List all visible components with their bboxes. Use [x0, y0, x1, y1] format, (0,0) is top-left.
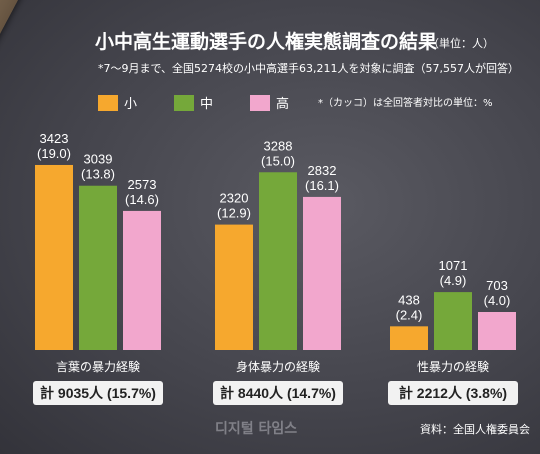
bar-0-0: [35, 164, 73, 350]
chart-note: *（カッコ）は全回答者対比の単位：%: [318, 96, 493, 109]
legend-swatch-2: [250, 95, 270, 111]
bar-2-2: [478, 312, 516, 350]
total-box-1: [213, 381, 343, 405]
total-label-1: 計 8440人 (14.7%): [220, 385, 336, 401]
legend-swatch-1: [174, 95, 194, 111]
bar-percent-1-2: (16.1): [305, 178, 339, 193]
totals-layer: 計 9035人 (15.7%) 計 8440人 (14.7%) 計 2212人 (3…: [33, 381, 518, 405]
bar-1-2: [303, 196, 341, 350]
bar-percent-2-0: (2.4): [396, 307, 423, 322]
bar-value-0-0: 3423: [40, 131, 69, 146]
total-label-2: 計 2212人 (3.8%): [399, 385, 507, 401]
bar-value-0-1: 3039: [84, 152, 113, 167]
source-note: 資料：全国人権委員会: [420, 422, 530, 436]
bar-value-2-1: 1071: [439, 258, 468, 273]
bar-percent-2-2: (4.0): [484, 293, 511, 308]
legend-label-0: 小: [124, 97, 137, 112]
bar-0-2: [123, 210, 161, 350]
bar-value-2-2: 703: [486, 278, 508, 293]
legend-label-1: 中: [200, 97, 213, 112]
legend: 小中高: [98, 95, 289, 112]
labels-layer: 3423(19.0) 3039(13.8) 2573(14.6) 言葉の暴力経験 232…: [37, 131, 510, 374]
bar-value-1-2: 2832: [308, 163, 337, 178]
bar-percent-0-2: (14.6): [125, 192, 159, 207]
chart-unit: （単位：人）: [428, 36, 494, 50]
bar-value-0-2: 2573: [128, 177, 157, 192]
category-label-2: 性暴力の経験: [417, 359, 489, 374]
watermark: 디지털 타임스: [215, 420, 297, 437]
bar-value-1-0: 2320: [220, 191, 249, 206]
total-box-2: [388, 381, 518, 405]
legend-label-2: 高: [276, 96, 289, 112]
category-label-0: 言葉の暴力経験: [56, 359, 140, 374]
bar-percent-1-0: (12.9): [217, 206, 251, 221]
bar-percent-2-1: (4.9): [440, 273, 467, 288]
chart-title: 小中高生運動選手の人権実態調査の結果: [95, 30, 437, 53]
bar-percent-0-0: (19.0): [37, 146, 71, 161]
category-label-1: 身体暴力の経験: [236, 359, 320, 374]
bar-percent-1-1: (15.0): [261, 153, 295, 168]
total-box-0: [33, 381, 163, 405]
bar-2-0: [390, 326, 428, 350]
bars-layer: [35, 164, 516, 350]
chart-subtitle: *7～9月まで、全国5274校の小中高選手63,211人を対象に調査（57,55…: [98, 61, 519, 75]
legend-swatch-0: [98, 95, 118, 111]
bar-2-1: [434, 292, 472, 350]
bar-1-0: [215, 224, 253, 350]
total-label-0: 計 9035人 (15.7%): [40, 385, 156, 401]
bar-value-1-1: 3288: [264, 138, 293, 153]
bar-1-1: [259, 172, 297, 350]
bar-value-2-0: 438: [398, 292, 420, 307]
bar-0-1: [79, 185, 117, 350]
bar-percent-0-1: (13.8): [81, 167, 115, 182]
